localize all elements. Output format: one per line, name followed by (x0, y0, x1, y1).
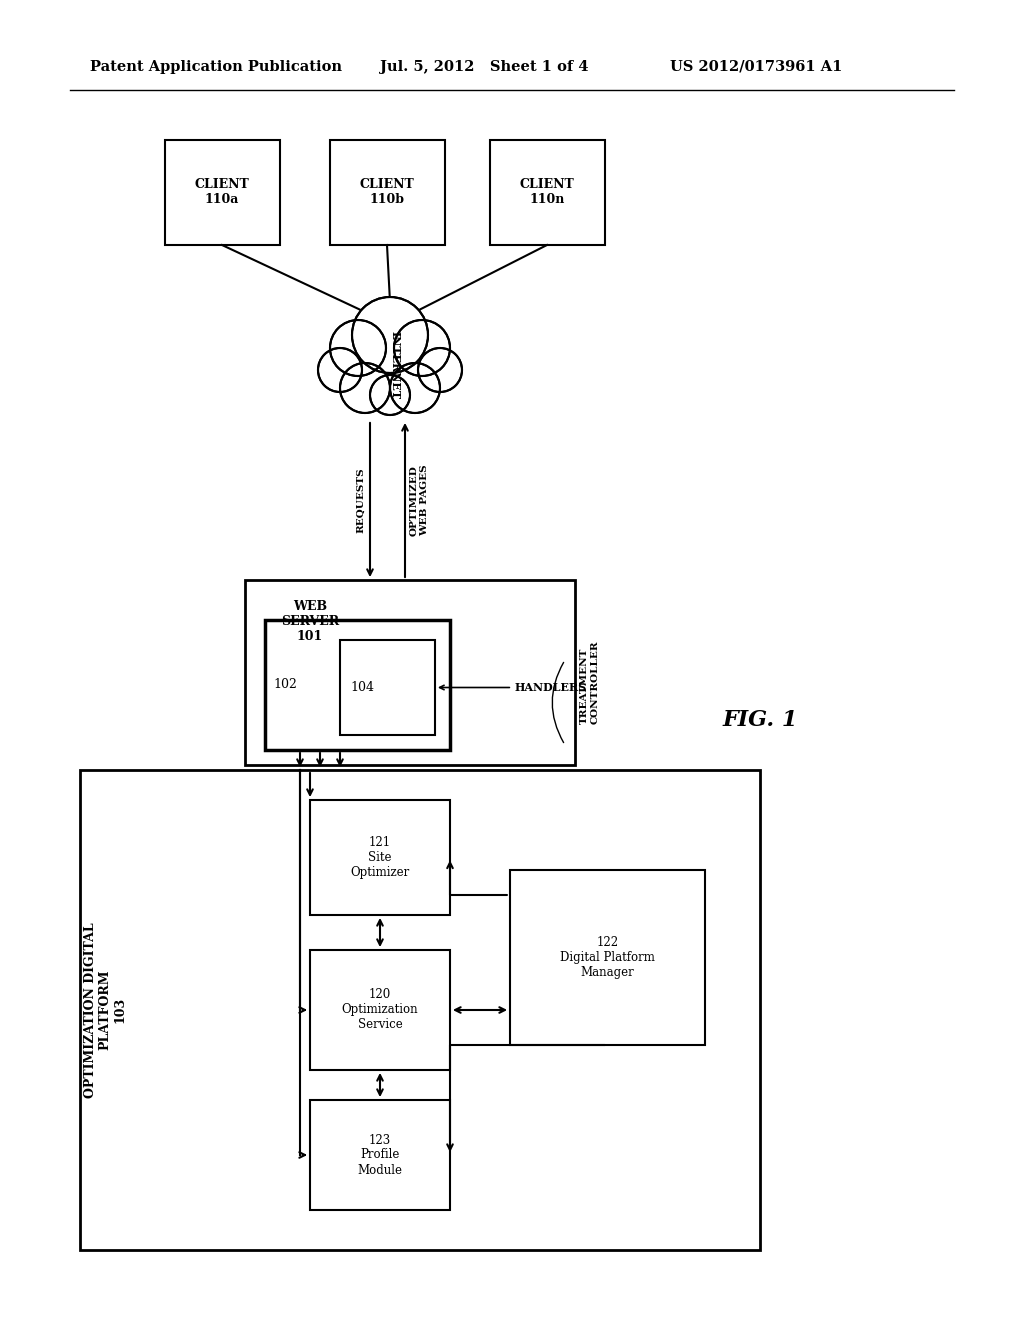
Bar (310, 950, 450, 1071)
Text: US 2012/0173961 A1: US 2012/0173961 A1 (670, 59, 843, 74)
Text: WEB
SERVER
101: WEB SERVER 101 (281, 601, 339, 643)
Text: Patent Application Publication: Patent Application Publication (90, 59, 342, 74)
Text: 123
Profile
Module: 123 Profile Module (357, 1134, 402, 1176)
Text: INTERNET: INTERNET (389, 331, 400, 399)
Bar (330, 140, 445, 246)
Text: 104: 104 (350, 681, 374, 694)
Text: OPTIMIZATION DIGITAL
PLATFORM
103: OPTIMIZATION DIGITAL PLATFORM 103 (84, 923, 127, 1098)
Text: 122
Digital Platform
Manager: 122 Digital Platform Manager (560, 936, 655, 979)
Bar (245, 579, 575, 766)
Text: 102: 102 (273, 678, 297, 692)
Text: CLIENT
110a: CLIENT 110a (195, 178, 250, 206)
Bar (80, 770, 760, 1250)
Circle shape (318, 348, 362, 392)
Circle shape (394, 319, 450, 376)
Circle shape (352, 297, 428, 374)
Text: TREATMENT
CONTROLLER: TREATMENT CONTROLLER (580, 640, 599, 723)
Text: 120
Optimization
Service: 120 Optimization Service (342, 989, 419, 1031)
Circle shape (345, 319, 435, 411)
Circle shape (340, 363, 390, 413)
Circle shape (370, 375, 410, 414)
Bar (510, 870, 705, 1045)
Text: CLIENT
110n: CLIENT 110n (519, 178, 574, 206)
Text: CLIENT
110b: CLIENT 110b (359, 178, 415, 206)
Bar (490, 140, 605, 246)
Bar (310, 800, 450, 915)
Bar (165, 140, 280, 246)
Text: FIG. 1: FIG. 1 (722, 709, 798, 731)
Circle shape (390, 363, 440, 413)
Text: 121
Site
Optimizer: 121 Site Optimizer (350, 836, 410, 879)
Text: REQUESTS: REQUESTS (356, 467, 365, 533)
Bar (265, 620, 450, 750)
Circle shape (330, 319, 386, 376)
Circle shape (418, 348, 462, 392)
Text: Jul. 5, 2012   Sheet 1 of 4: Jul. 5, 2012 Sheet 1 of 4 (380, 59, 589, 74)
Bar (340, 640, 435, 735)
Bar (310, 1100, 450, 1210)
Text: HANDLERS: HANDLERS (439, 682, 587, 693)
Text: OPTIMIZED
WEB PAGES: OPTIMIZED WEB PAGES (410, 465, 429, 536)
